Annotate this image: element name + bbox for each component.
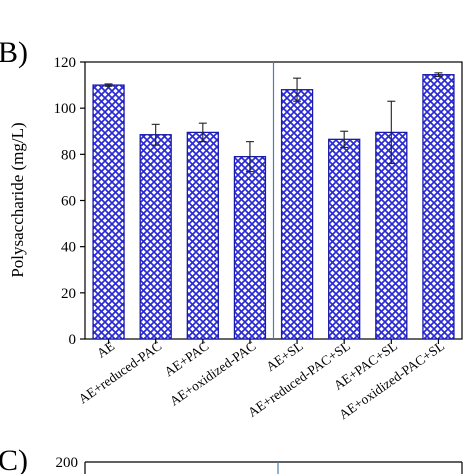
bar <box>375 131 408 340</box>
bar <box>280 89 314 340</box>
bars <box>92 74 455 340</box>
panel-label-b: B) <box>0 36 28 69</box>
x-tick-label: AE <box>94 338 117 361</box>
y-axis-title: Polysaccharide (mg/L) <box>8 122 27 277</box>
bar <box>422 74 455 340</box>
next-panel-tick-label: 200 <box>56 455 79 471</box>
panel-label-c: C) <box>0 444 28 474</box>
bar <box>186 131 219 340</box>
y-tick-label: 100 <box>54 101 77 117</box>
bar <box>233 155 267 340</box>
y-tick-label: 80 <box>61 147 76 163</box>
y-ticks: 0 20 40 60 80 100 120 <box>54 55 85 348</box>
error-bars <box>104 72 443 173</box>
x-tick-label: AE+reduced-PAC <box>76 338 165 406</box>
y-tick-label: 0 <box>69 332 77 348</box>
next-panel-fragment: 200 <box>56 455 463 474</box>
y-tick-label: 20 <box>61 286 76 302</box>
x-tick-label: AE+oxidized-PAC <box>167 338 259 409</box>
bar <box>92 84 125 340</box>
bar <box>139 134 172 340</box>
bar <box>328 138 361 340</box>
y-tick-label: 120 <box>54 55 77 71</box>
y-tick-label: 40 <box>61 240 76 256</box>
y-tick-label: 60 <box>61 194 76 210</box>
